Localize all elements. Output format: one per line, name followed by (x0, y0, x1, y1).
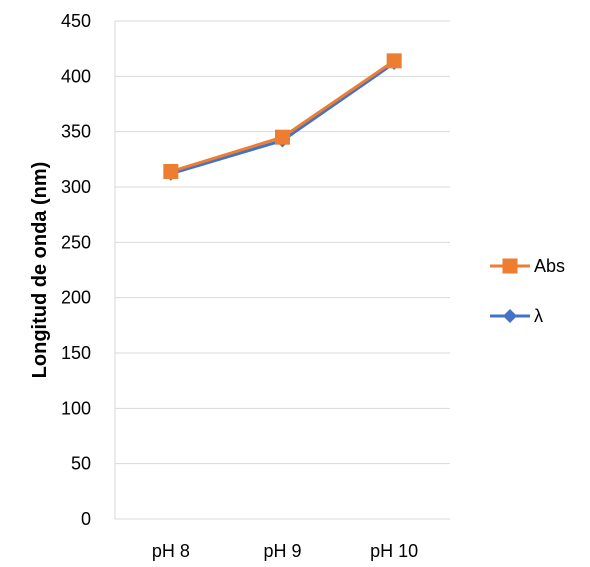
y-tick-label: 0 (81, 509, 91, 529)
series-line (170, 61, 396, 176)
x-tick-labels: pH 8 pH 9 pH 10 (152, 541, 418, 561)
series-abs (163, 53, 402, 180)
y-tick-label: 400 (61, 66, 91, 86)
legend: Abs λ (490, 256, 565, 326)
data-point (163, 164, 179, 180)
y-tick-label: 50 (71, 454, 91, 474)
legend-item: Abs (490, 256, 565, 276)
x-tick-label: pH 10 (370, 541, 418, 561)
gridlines (115, 20, 450, 465)
y-tick-label: 300 (61, 177, 91, 197)
y-tick-label: 200 (61, 288, 91, 308)
y-tick-label: 350 (61, 122, 91, 142)
x-tick-label: pH 8 (152, 541, 190, 561)
series-line (170, 59, 396, 173)
y-tick-label: 100 (61, 398, 91, 418)
axes (114, 21, 450, 520)
y-tick-label: 150 (61, 343, 91, 363)
y-tick-label: 250 (61, 232, 91, 252)
legend-marker (502, 258, 518, 274)
y-tick-labels: 0 50 100 150 200 250 300 350 400 450 (61, 11, 91, 529)
legend-label: λ (534, 306, 543, 326)
legend-label: Abs (534, 256, 565, 276)
y-tick-label: 450 (61, 11, 91, 31)
legend-item: λ (490, 306, 543, 326)
x-tick-label: pH 9 (263, 541, 301, 561)
series-group (163, 53, 402, 181)
legend-marker (503, 309, 517, 323)
y-axis-label: Longitud de onda (nm) (29, 162, 51, 379)
data-point (386, 53, 402, 69)
data-point (275, 129, 290, 145)
